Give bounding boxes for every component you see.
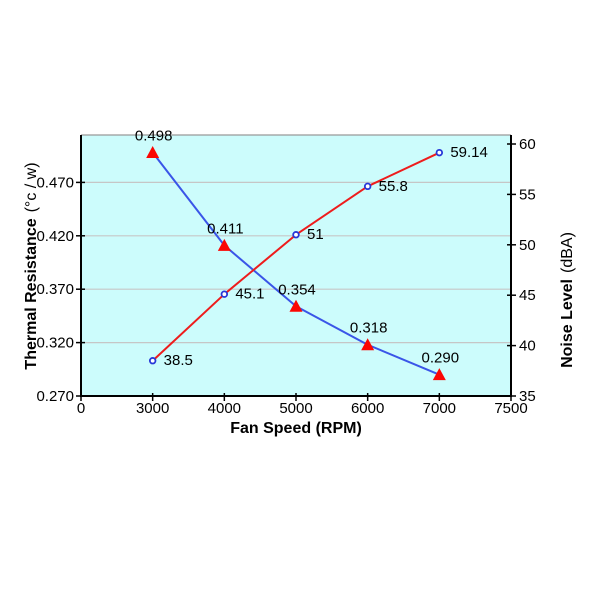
- circle-marker: [292, 231, 300, 239]
- plot-area-background: [81, 135, 511, 396]
- tick-labels-layer: 0 3000 4000 5000 6000 7000 7500 0.270 0.320 0.370…: [36, 136, 535, 417]
- x-tick-label: 7500: [494, 400, 527, 417]
- x-tick-label: 7000: [423, 400, 456, 417]
- axes-layer: [76, 135, 516, 401]
- thermal-data-label: 0.354: [278, 281, 316, 298]
- circle-marker: [148, 357, 157, 365]
- x-axis-title: Fan Speed (RPM): [230, 420, 362, 437]
- noise-data-label: 38.5: [164, 352, 193, 369]
- y-left-axis-title-unit: (°c / w): [23, 162, 40, 212]
- thermal-data-label: 0.411: [207, 220, 243, 237]
- y-right-axis-title-main: Noise Level: [559, 279, 576, 368]
- plot-background-layer: [81, 134, 511, 396]
- noise-data-label: 59.14: [450, 144, 488, 161]
- noise-data-label: 55.8: [379, 178, 408, 195]
- triangle-marker: [289, 299, 303, 312]
- y-right-tick-label: 45: [519, 287, 536, 304]
- thermal-data-label: 0.318: [350, 320, 388, 337]
- x-tick-label: 6000: [351, 400, 384, 417]
- x-tick-label: 3000: [136, 400, 169, 417]
- triangle-marker: [361, 338, 375, 351]
- y-left-tick-label: 0.270: [36, 388, 74, 405]
- y-right-tick-label: 50: [519, 237, 536, 254]
- y-right-tick-label: 35: [519, 388, 536, 405]
- y-right-axis-title-unit: (dBA): [559, 232, 576, 273]
- x-tick-label: 5000: [279, 400, 312, 417]
- thermal-data-label: 0.290: [422, 350, 460, 367]
- y-left-axis-title-main: Thermal Resistance: [23, 218, 40, 369]
- y-right-tick-label: 55: [519, 186, 536, 203]
- data-labels-layer: 0.498 0.411 0.354 0.318 0.290 38.5 45.1 51 55.8 5…: [135, 127, 488, 369]
- circle-marker: [435, 148, 444, 157]
- series-layer: [146, 145, 446, 381]
- y-left-tick-label: 0.470: [36, 174, 74, 191]
- triangle-marker: [217, 238, 231, 251]
- circle-marker: [220, 290, 229, 298]
- x-tick-label: 0: [77, 400, 85, 417]
- thermal-data-label: 0.498: [135, 127, 173, 144]
- x-tick-label: 4000: [208, 400, 241, 417]
- y-right-tick-label: 60: [519, 136, 536, 153]
- y-right-axis-title: Noise Level (dBA): [559, 232, 576, 368]
- y-left-tick-label: 0.370: [36, 281, 74, 298]
- y-right-tick-label: 40: [519, 338, 536, 355]
- noise-data-label: 51: [307, 226, 324, 243]
- y-left-tick-label: 0.420: [36, 228, 74, 245]
- triangle-marker: [432, 368, 446, 381]
- noise-data-label: 45.1: [235, 286, 264, 303]
- circle-marker: [363, 182, 372, 191]
- triangle-marker: [146, 145, 160, 158]
- y-left-axis-title: Thermal Resistance (°c / w): [23, 162, 40, 369]
- y-left-tick-label: 0.320: [36, 335, 74, 352]
